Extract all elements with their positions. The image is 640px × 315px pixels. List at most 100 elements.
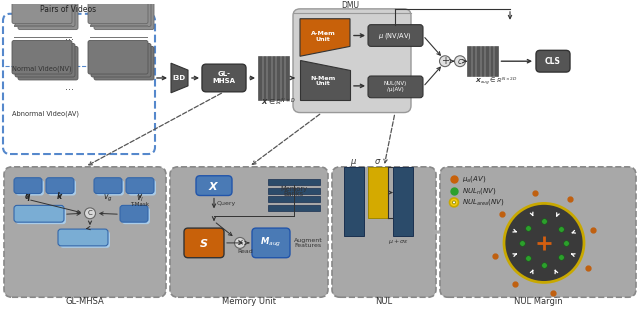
Bar: [481, 46, 484, 76]
Text: Query: Query: [217, 201, 236, 206]
FancyBboxPatch shape: [94, 46, 154, 80]
Text: ...: ...: [65, 82, 74, 92]
Bar: [268, 205, 320, 211]
Text: $\mu$: $\mu$: [351, 157, 358, 168]
Text: $\sigma$: $\sigma$: [374, 157, 381, 166]
FancyBboxPatch shape: [91, 43, 151, 77]
FancyBboxPatch shape: [170, 167, 328, 297]
Polygon shape: [300, 60, 350, 100]
Bar: [14, 37, 69, 38]
FancyBboxPatch shape: [4, 167, 166, 297]
FancyBboxPatch shape: [536, 50, 570, 72]
FancyBboxPatch shape: [48, 180, 76, 196]
Text: ...: ...: [65, 32, 74, 43]
Bar: [472, 46, 475, 76]
Text: Banks: Banks: [284, 192, 304, 198]
Text: c: c: [458, 57, 462, 66]
FancyBboxPatch shape: [293, 9, 411, 112]
Bar: [17, 37, 72, 38]
Bar: [271, 56, 275, 100]
FancyBboxPatch shape: [12, 0, 72, 24]
Bar: [14, 25, 69, 27]
Text: A-Mem
Unit: A-Mem Unit: [310, 31, 335, 42]
FancyBboxPatch shape: [18, 46, 78, 80]
Circle shape: [440, 56, 451, 67]
Text: $\boldsymbol{q}$: $\boldsymbol{q}$: [24, 192, 31, 203]
Circle shape: [454, 56, 465, 67]
Bar: [280, 56, 284, 100]
Text: $\boldsymbol{S}$: $\boldsymbol{S}$: [199, 237, 209, 249]
Bar: [90, 37, 145, 38]
Bar: [267, 56, 271, 100]
Bar: [90, 25, 145, 27]
FancyBboxPatch shape: [126, 178, 154, 193]
Text: NUL(NV)
/μ(AV): NUL(NV) /μ(AV): [383, 82, 406, 92]
Text: $\mu+\sigma\epsilon$: $\mu+\sigma\epsilon$: [388, 237, 408, 246]
Circle shape: [234, 238, 246, 248]
Bar: [344, 167, 364, 236]
Bar: [285, 56, 289, 100]
Text: $\times$: $\times$: [236, 238, 244, 248]
Circle shape: [504, 203, 584, 283]
Text: $\boldsymbol{X} \in \mathbb{R}^{N\times D}$: $\boldsymbol{X} \in \mathbb{R}^{N\times …: [262, 97, 296, 108]
Bar: [17, 49, 72, 50]
FancyBboxPatch shape: [12, 40, 72, 74]
Text: T-Mask: T-Mask: [131, 202, 150, 207]
Bar: [494, 46, 497, 76]
FancyBboxPatch shape: [94, 0, 154, 30]
Text: $\boldsymbol{k}$: $\boldsymbol{k}$: [56, 191, 64, 202]
Bar: [262, 56, 266, 100]
FancyBboxPatch shape: [96, 180, 124, 196]
Text: $\boldsymbol{M}_{aug}$: $\boldsymbol{M}_{aug}$: [260, 236, 282, 249]
Text: NUL Margin: NUL Margin: [514, 297, 563, 306]
FancyBboxPatch shape: [18, 0, 78, 30]
FancyBboxPatch shape: [15, 43, 75, 77]
FancyBboxPatch shape: [184, 228, 224, 258]
Bar: [476, 46, 479, 76]
Text: Memory: Memory: [280, 186, 307, 192]
Text: $\mu_a(AV)$: $\mu_a(AV)$: [462, 174, 486, 184]
Bar: [14, 49, 69, 50]
Bar: [276, 56, 280, 100]
FancyBboxPatch shape: [16, 180, 44, 196]
Text: Pairs of Videos: Pairs of Videos: [40, 5, 96, 14]
Bar: [268, 179, 320, 185]
FancyBboxPatch shape: [58, 229, 108, 246]
Bar: [490, 46, 493, 76]
FancyBboxPatch shape: [88, 40, 148, 74]
Bar: [93, 25, 148, 27]
Bar: [93, 37, 148, 38]
FancyBboxPatch shape: [88, 0, 148, 24]
FancyBboxPatch shape: [15, 0, 75, 27]
FancyBboxPatch shape: [202, 64, 246, 92]
FancyBboxPatch shape: [122, 207, 150, 224]
Text: $NUL_{area}(NV)$: $NUL_{area}(NV)$: [462, 198, 504, 207]
Text: CLS: CLS: [545, 57, 561, 66]
Bar: [93, 49, 148, 50]
FancyBboxPatch shape: [128, 180, 156, 196]
Text: Memory Unit: Memory Unit: [222, 297, 276, 306]
FancyBboxPatch shape: [196, 176, 232, 196]
Bar: [467, 46, 470, 76]
Text: +: +: [441, 56, 449, 66]
Bar: [17, 25, 72, 27]
FancyBboxPatch shape: [120, 205, 148, 222]
Text: I3D: I3D: [172, 75, 186, 81]
FancyBboxPatch shape: [14, 178, 42, 193]
Text: DMU: DMU: [341, 1, 359, 10]
FancyBboxPatch shape: [46, 178, 74, 193]
Text: Read: Read: [237, 249, 253, 254]
FancyBboxPatch shape: [16, 207, 66, 224]
Text: $\boldsymbol{v_g}$: $\boldsymbol{v_g}$: [103, 193, 113, 204]
FancyBboxPatch shape: [252, 228, 290, 258]
FancyBboxPatch shape: [14, 205, 64, 222]
FancyBboxPatch shape: [91, 0, 151, 27]
Bar: [90, 49, 145, 50]
Circle shape: [449, 198, 458, 207]
Text: GL-MHSA: GL-MHSA: [66, 297, 104, 306]
Text: $NUL_n(NV)$: $NUL_n(NV)$: [462, 186, 497, 196]
Text: N-Mem
Unit: N-Mem Unit: [310, 76, 335, 86]
Text: GL-
MHSA: GL- MHSA: [212, 72, 236, 84]
Circle shape: [452, 201, 456, 204]
Text: C: C: [88, 210, 92, 216]
